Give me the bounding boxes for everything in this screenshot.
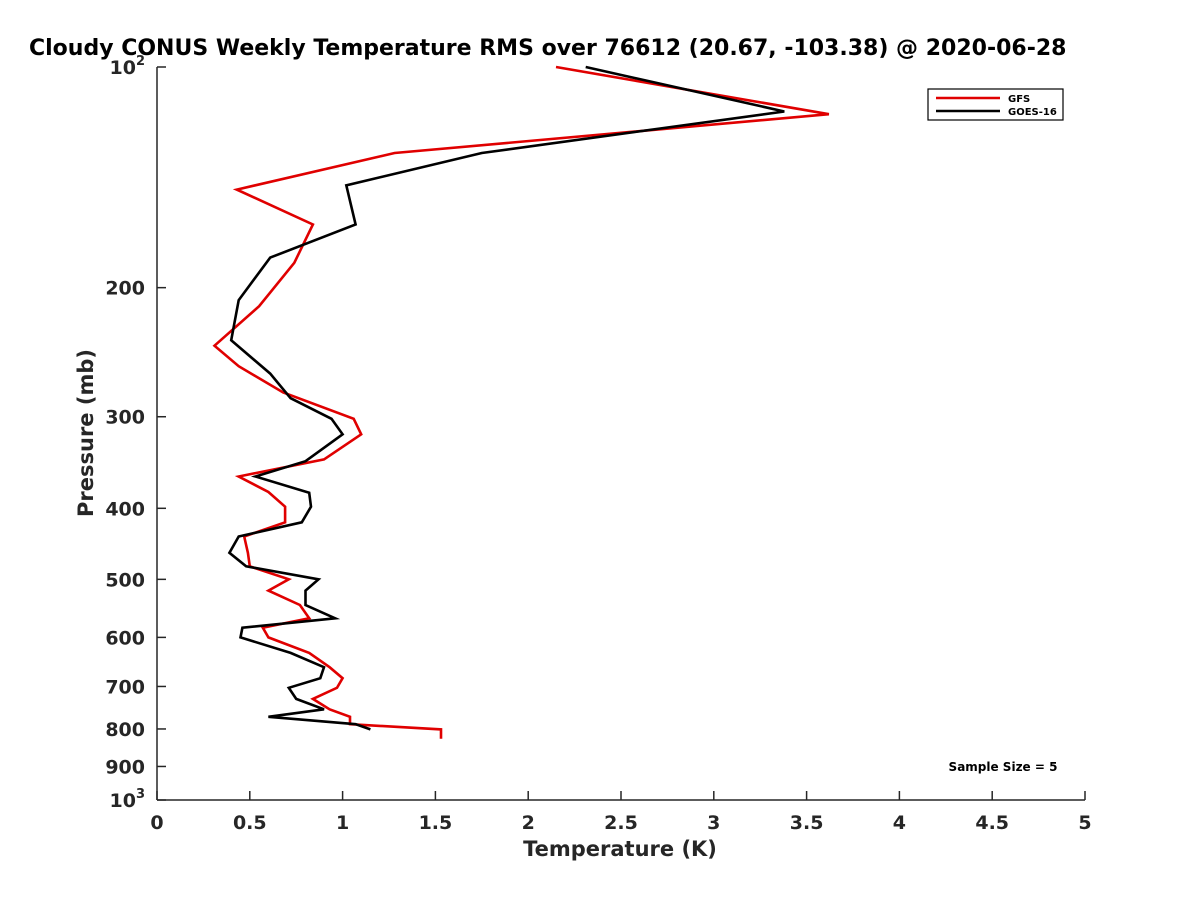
sample-size-annotation: Sample Size = 5 bbox=[949, 760, 1058, 774]
y-tick-label: 600 bbox=[105, 627, 145, 649]
chart-title: Cloudy CONUS Weekly Temperature RMS over… bbox=[29, 36, 1066, 61]
x-tick-label: 0 bbox=[150, 812, 163, 834]
x-tick-label: 4.5 bbox=[975, 812, 1009, 834]
x-tick-label: 5 bbox=[1078, 812, 1091, 834]
series-line-goes-16 bbox=[227, 65, 785, 731]
y-tick-label: 800 bbox=[105, 719, 145, 741]
x-tick-label: 2 bbox=[522, 812, 535, 834]
x-tick-label: 1.5 bbox=[419, 812, 453, 834]
x-tick-label: 1 bbox=[336, 812, 349, 834]
plot-area bbox=[212, 65, 830, 739]
series-line-gfs bbox=[212, 65, 830, 739]
y-tick-label: 700 bbox=[105, 676, 145, 698]
legend: GFS GOES-16 bbox=[927, 88, 1064, 121]
x-tick-label: 2.5 bbox=[604, 812, 638, 834]
y-tick-label: 200 bbox=[105, 278, 145, 300]
legend-box bbox=[927, 88, 1064, 121]
x-tick-label: 0.5 bbox=[233, 812, 267, 834]
legend-label: GFS bbox=[1008, 94, 1030, 105]
y-tick-label: 102 bbox=[110, 54, 146, 79]
legend-label: GOES-16 bbox=[1008, 107, 1057, 118]
x-tick-label: 4 bbox=[893, 812, 906, 834]
x-tick-label: 3.5 bbox=[790, 812, 824, 834]
y-axis: 102 200 300 400 500 600 700 800 900 103 bbox=[105, 54, 166, 812]
y-tick-label: 300 bbox=[105, 407, 145, 429]
y-axis-label: Pressure (mb) bbox=[74, 349, 98, 517]
y-tick-label: 103 bbox=[110, 787, 146, 812]
x-axis-label: Temperature (K) bbox=[523, 837, 717, 861]
x-axis: 0 0.5 1 1.5 2 2.5 3 3.5 4 4.5 5 bbox=[150, 791, 1092, 834]
x-tick-label: 3 bbox=[707, 812, 720, 834]
y-tick-label: 400 bbox=[105, 498, 145, 520]
y-tick-label: 500 bbox=[105, 569, 145, 591]
y-tick-label: 900 bbox=[105, 756, 145, 778]
